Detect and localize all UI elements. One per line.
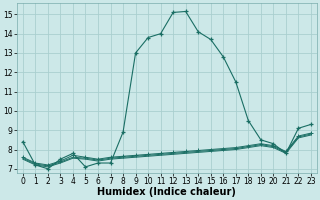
X-axis label: Humidex (Indice chaleur): Humidex (Indice chaleur) [98, 187, 236, 197]
